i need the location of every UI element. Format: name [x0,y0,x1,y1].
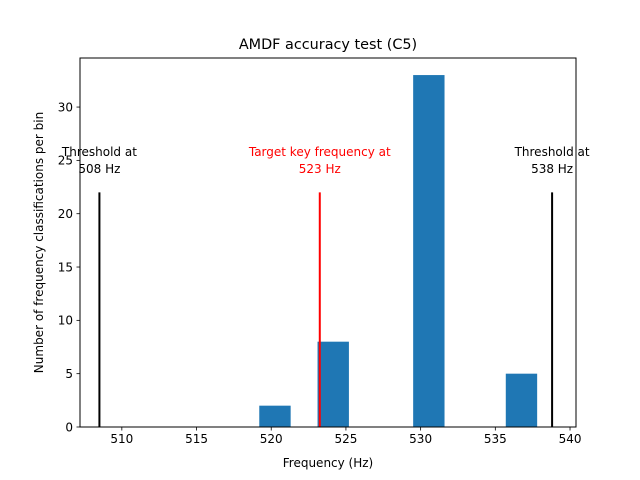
reference-line-label: Target key frequency at 523 Hz [248,145,391,176]
reference-line-label-line: 508 Hz [78,162,120,176]
x-tick-label: 515 [185,432,208,446]
histogram-bar [259,405,291,427]
y-tick-label: 20 [58,207,73,221]
histogram-bar [505,373,538,427]
y-tick-label: 15 [58,260,73,274]
y-tick-label: 0 [65,420,73,434]
histogram-bar [317,341,349,427]
x-tick-label: 540 [559,432,582,446]
y-tick-label: 30 [58,100,73,114]
histogram-bar [413,75,445,427]
x-tick-label: 520 [260,432,283,446]
reference-line-label-line: 538 Hz [531,162,573,176]
y-tick-label: 5 [65,367,73,381]
reference-line-label-line: Threshold at [514,145,590,159]
reference-line-label: Threshold at 538 Hz [514,145,590,176]
bars-group [259,75,538,427]
x-tick-label: 525 [334,432,357,446]
x-tick-label: 510 [110,432,133,446]
x-axis-ticks: 510 515 520 525 530 535 540 [110,427,581,446]
x-axis-label: Frequency (Hz) [283,456,374,470]
plot-frame [79,57,577,428]
x-tick-label: 530 [409,432,432,446]
x-tick-label: 535 [484,432,507,446]
y-tick-label: 10 [58,314,73,328]
reference-line-label-line: 523 Hz [299,162,341,176]
y-tick-label: 25 [58,154,73,168]
y-axis-ticks: 0 5 10 15 20 25 30 [58,100,80,434]
reference-line-label-line: Target key frequency at [248,145,391,159]
chart-title: AMDF accuracy test (C5) [239,37,417,53]
y-axis-label: Number of frequency classifications per … [32,112,46,373]
